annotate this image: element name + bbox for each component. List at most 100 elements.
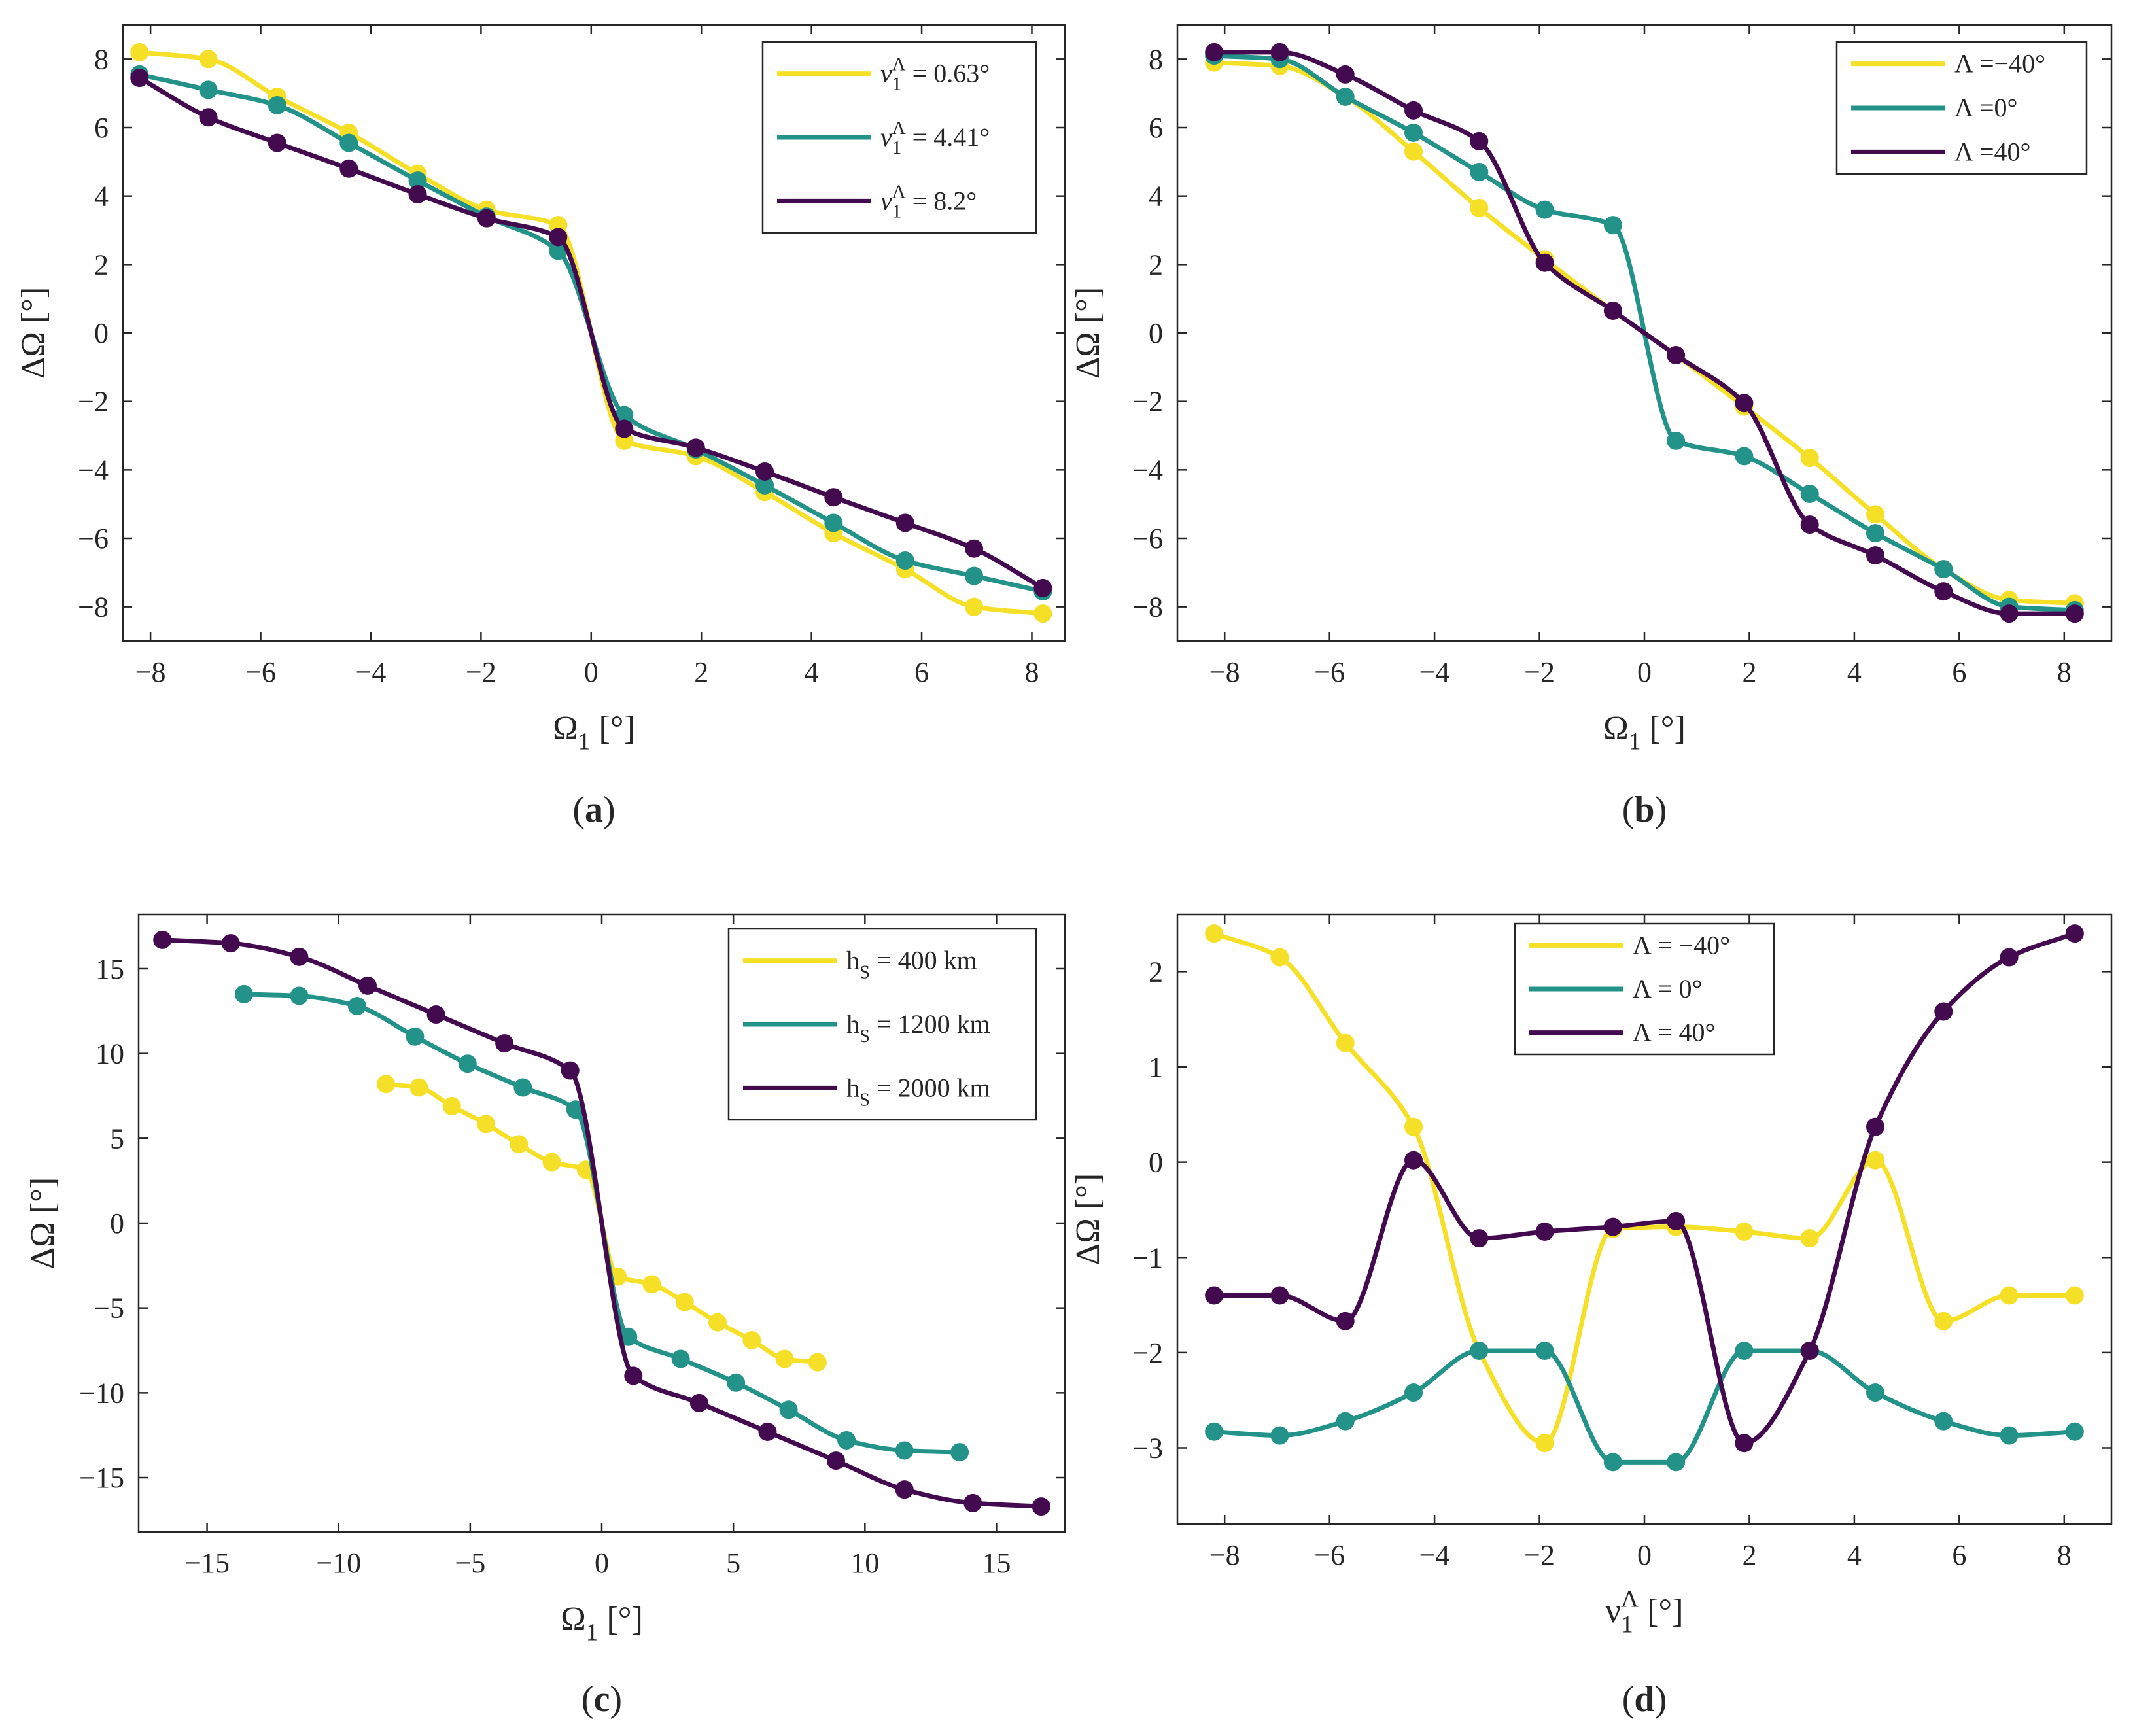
data-point (1032, 1497, 1050, 1516)
data-point (495, 1034, 514, 1053)
legend-entry: ν1Λ = 0.63° (880, 54, 990, 95)
data-point (1934, 1412, 1953, 1431)
data-point (2000, 1286, 2019, 1305)
x-axis-label: Ω1 [°] (561, 1601, 643, 1646)
data-point (1603, 1453, 1622, 1472)
panel-label: (d) (1622, 1679, 1667, 1720)
y-tick-label: −2 (1132, 386, 1163, 418)
data-point (963, 1493, 982, 1512)
data-point (566, 1100, 585, 1119)
data-point (1205, 1286, 1224, 1305)
data-point (1934, 560, 1953, 579)
data-point (2000, 948, 2019, 967)
data-point (895, 1480, 914, 1499)
data-point (199, 80, 218, 99)
y-axis-label: ΔΩ [°] (24, 1177, 61, 1270)
data-point (549, 241, 568, 260)
data-point (708, 1313, 727, 1332)
x-tick-label: −5 (455, 1547, 485, 1579)
x-tick-label: 4 (1847, 1539, 1862, 1571)
data-point (268, 133, 286, 152)
data-point (1603, 301, 1622, 320)
x-tick-label: 8 (1024, 656, 1039, 688)
chart-panel-b: −8 −6 −4 −2 0 2 4 6 8 −8 −6 −4 −2 0 2 4 6 8 Ω1 [°] ΔΩ [°] (b… (1069, 24, 2113, 830)
data-point (130, 43, 149, 61)
y-axis-label: ΔΩ [°] (1069, 1173, 1107, 1266)
data-point (1470, 1341, 1489, 1360)
y-tick-label: 4 (94, 181, 109, 213)
data-point (1336, 1033, 1355, 1052)
data-point (409, 1078, 428, 1097)
y-tick-label: 0 (1149, 1147, 1163, 1179)
x-tick-label: −4 (356, 656, 387, 688)
legend-entry: Λ = 40° (1633, 1018, 1716, 1047)
data-point (1535, 1341, 1554, 1360)
data-point (808, 1353, 827, 1372)
data-point (561, 1061, 580, 1080)
legend-entry: Λ = −40° (1633, 930, 1730, 960)
data-point (624, 1366, 643, 1385)
data-point (686, 438, 705, 457)
data-point (675, 1293, 694, 1311)
y-tick-label: 2 (94, 249, 109, 281)
data-point (1735, 394, 1754, 413)
legend: Λ =−40° Λ =0° Λ =40° (1835, 41, 2088, 175)
y-tick-label: 5 (110, 1122, 124, 1154)
data-point (1603, 1217, 1622, 1236)
x-tick-label: 0 (1637, 1539, 1652, 1571)
y-tick-label: 8 (1149, 43, 1163, 75)
data-point (1800, 1229, 1819, 1248)
data-point (1535, 253, 1554, 272)
data-point (408, 185, 427, 204)
data-point (1866, 1117, 1884, 1136)
data-point (1535, 200, 1554, 219)
data-point (775, 1349, 794, 1368)
data-point (671, 1349, 690, 1368)
data-point (1270, 1426, 1289, 1445)
y-tick-label: −4 (1132, 454, 1163, 486)
data-point (1934, 1311, 1953, 1330)
data-point (1800, 515, 1819, 534)
x-tick-label: −2 (1524, 1539, 1555, 1571)
legend-entry: Λ =0° (1954, 93, 2018, 122)
x-tick-label: 8 (2057, 656, 2072, 688)
x-tick-label: −2 (466, 656, 496, 688)
data-point (549, 228, 568, 247)
chart-panel-d: −8 −6 −4 −2 0 2 4 6 8 −3 −2 −1 0 1 2 ν1Λ [°] ΔΩ [°] (d) Λ … (1069, 913, 2113, 1720)
data-point (1535, 1222, 1554, 1241)
data-point (895, 513, 914, 532)
data-point (1205, 1422, 1224, 1441)
data-point (755, 462, 774, 481)
y-tick-label: 2 (1149, 956, 1163, 988)
series-purple (130, 69, 1052, 597)
data-point (642, 1275, 661, 1294)
x-tick-label: 2 (1742, 1539, 1756, 1571)
data-point (426, 1005, 445, 1024)
data-point (1667, 1453, 1686, 1472)
series-line (138, 76, 1045, 590)
data-point (1866, 1383, 1884, 1402)
data-point (1270, 948, 1289, 967)
data-point (1535, 1434, 1554, 1453)
data-point (779, 1400, 798, 1419)
y-tick-label: 0 (110, 1207, 124, 1240)
panel-label: (b) (1622, 790, 1667, 830)
x-tick-label: 6 (1952, 1539, 1966, 1571)
data-point (1404, 1151, 1423, 1170)
data-point (477, 209, 496, 228)
data-point (965, 539, 984, 558)
x-tick-label: 0 (1637, 656, 1652, 688)
x-axis-label: Ω1 [°] (553, 710, 635, 755)
x-tick-label: −8 (1209, 656, 1240, 688)
data-point (510, 1135, 529, 1154)
data-point (619, 1327, 638, 1346)
y-axis-label: ΔΩ [°] (1069, 287, 1107, 379)
data-point (339, 159, 358, 178)
y-tick-label: 15 (95, 953, 124, 985)
data-point (1404, 1117, 1423, 1136)
data-point (130, 69, 149, 88)
data-point (1470, 163, 1489, 182)
data-point (615, 419, 634, 438)
data-point (742, 1330, 761, 1349)
